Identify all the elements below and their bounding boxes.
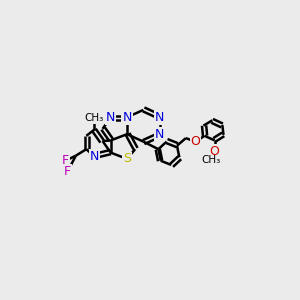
Text: O: O bbox=[191, 135, 200, 148]
Text: F: F bbox=[64, 165, 71, 178]
Text: N: N bbox=[106, 111, 116, 124]
Text: S: S bbox=[123, 152, 131, 165]
Text: CH₃: CH₃ bbox=[201, 155, 220, 165]
Text: N: N bbox=[155, 128, 164, 141]
Text: O: O bbox=[210, 145, 220, 158]
Text: N: N bbox=[155, 111, 164, 124]
Text: N: N bbox=[90, 150, 99, 163]
Text: CH₃: CH₃ bbox=[85, 113, 104, 123]
Text: F: F bbox=[62, 154, 69, 167]
Text: N: N bbox=[122, 111, 132, 124]
